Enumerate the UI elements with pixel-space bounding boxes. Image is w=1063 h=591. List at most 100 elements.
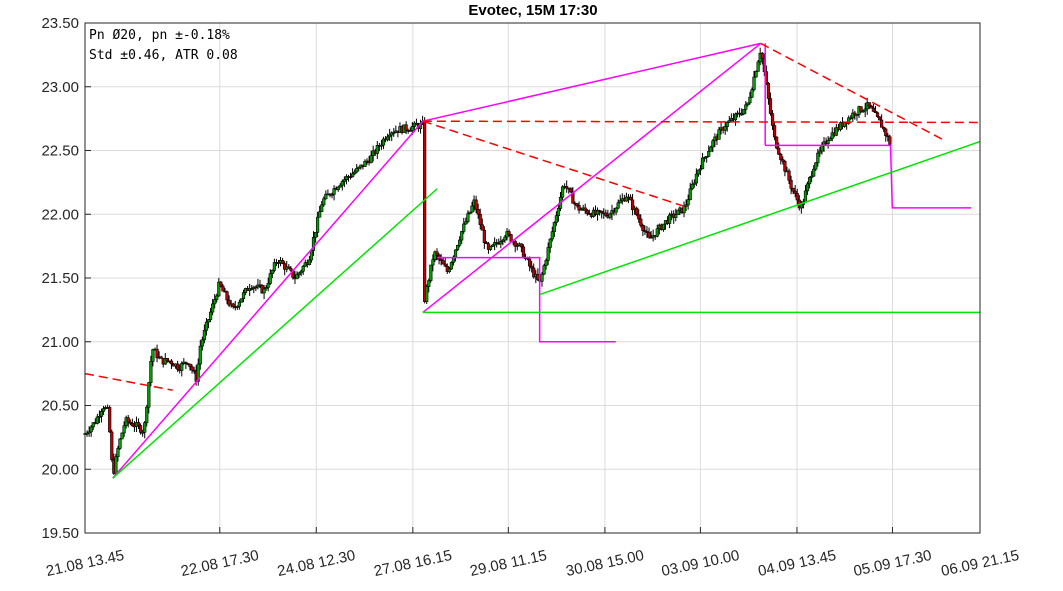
- candle-body: [204, 321, 209, 331]
- candle-body: [655, 228, 659, 237]
- candle-body: [231, 303, 235, 307]
- candle-body: [834, 127, 838, 136]
- candle-body: [151, 349, 155, 362]
- candle-body: [709, 146, 713, 152]
- candle-body: [466, 213, 470, 222]
- trend-line: [436, 256, 616, 343]
- candle-body: [136, 422, 141, 426]
- candle-body: [283, 263, 287, 270]
- candle-body: [85, 432, 89, 435]
- dashed-trend-line: [84, 372, 173, 391]
- x-tick-label: 06.09 21.15: [940, 547, 1021, 580]
- candle-body: [225, 291, 229, 301]
- candle-body: [807, 177, 812, 185]
- candle-body: [180, 363, 184, 371]
- candle-body: [600, 210, 604, 214]
- candle-body: [128, 421, 132, 424]
- candle-body: [768, 98, 773, 114]
- y-tick-label: 22.00: [41, 206, 79, 223]
- candle-body: [184, 361, 188, 364]
- candle-body: [618, 200, 622, 204]
- candle-body: [628, 196, 633, 201]
- candle-body: [198, 345, 202, 365]
- candle-body: [130, 423, 134, 427]
- candle-body: [754, 71, 758, 78]
- candle-body: [875, 112, 880, 118]
- candle-body: [155, 348, 159, 359]
- candle-body: [884, 128, 888, 137]
- candle-body: [307, 259, 311, 266]
- candle-body: [877, 116, 882, 121]
- candle-body: [439, 258, 443, 261]
- candle-body: [311, 236, 316, 251]
- candle-body: [727, 120, 731, 123]
- candle-body: [159, 356, 163, 359]
- candle-body: [99, 411, 104, 417]
- candle-body: [614, 207, 618, 213]
- candle-body: [577, 205, 581, 211]
- candle-body: [579, 209, 583, 211]
- candle-body: [211, 303, 215, 313]
- candle-body: [429, 264, 433, 281]
- candle-body: [101, 408, 106, 412]
- candle-body: [423, 121, 427, 302]
- candle-body: [661, 223, 666, 230]
- candle-body: [379, 144, 384, 147]
- chart-title: Evotec, 15M 17:30: [468, 2, 597, 19]
- candle-body: [544, 260, 548, 266]
- candle-body: [89, 426, 93, 433]
- candle-body: [425, 286, 429, 302]
- x-tick-label: 24.08 12.30: [276, 547, 357, 580]
- candle-body: [575, 203, 579, 206]
- candle-body: [748, 96, 752, 104]
- candle-body: [143, 422, 147, 433]
- candle-body: [464, 221, 468, 225]
- candle-body: [330, 194, 334, 196]
- candle-body: [336, 186, 340, 191]
- candle-body: [630, 199, 635, 211]
- candle-body: [200, 339, 204, 347]
- candle-body: [556, 208, 561, 217]
- candle-body: [528, 258, 532, 267]
- candle-body: [847, 117, 851, 124]
- candle-body: [645, 231, 649, 233]
- dashed-trend-line: [760, 42, 945, 141]
- candle-body: [443, 263, 447, 267]
- candle-body: [886, 135, 890, 138]
- candle-body: [855, 114, 859, 116]
- candle-body: [281, 260, 285, 264]
- candle-body: [474, 199, 478, 210]
- candle-body: [828, 138, 832, 141]
- candle-body: [781, 159, 785, 162]
- candle-body: [470, 205, 474, 213]
- candle-body: [814, 162, 818, 170]
- x-tick-label: 27.08 16.15: [372, 547, 453, 580]
- candle-body: [404, 124, 408, 131]
- candle-body: [583, 207, 587, 211]
- candle-body: [690, 184, 694, 190]
- candle-body: [316, 216, 320, 233]
- candle-body: [501, 239, 505, 242]
- candle-body: [882, 127, 886, 130]
- candle-body: [165, 358, 169, 362]
- candle-body: [190, 366, 194, 371]
- candle-body: [455, 244, 460, 251]
- candle-body: [141, 431, 145, 434]
- candle-body: [235, 306, 239, 308]
- candle-body: [116, 448, 120, 458]
- candle-body: [348, 176, 353, 178]
- candle-body: [215, 295, 219, 300]
- candle-body: [114, 456, 118, 474]
- candle-body: [810, 175, 814, 178]
- candle-body: [351, 173, 355, 178]
- candle-body: [760, 52, 764, 59]
- candle-body: [643, 230, 647, 232]
- candle-body: [272, 262, 276, 271]
- candle-body: [287, 266, 291, 269]
- candle-body: [698, 168, 703, 171]
- candle-body: [595, 210, 600, 215]
- x-tick-label: 03.09 10.00: [660, 547, 741, 580]
- candle-body: [145, 406, 149, 424]
- x-tick-label: 22.08 17.30: [179, 547, 260, 580]
- candle-body: [427, 280, 431, 287]
